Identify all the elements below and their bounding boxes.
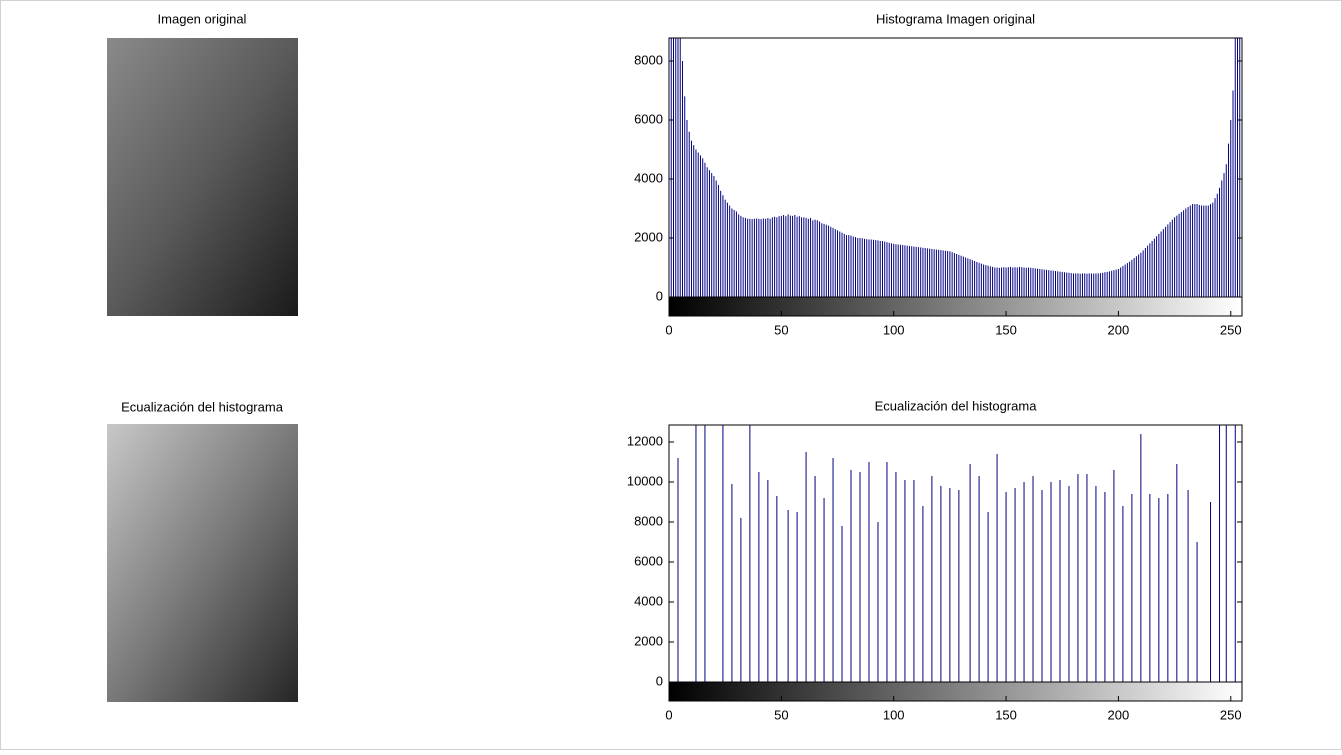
x-tick-label: 250 [1220, 707, 1242, 722]
y-tick-label: 6000 [634, 553, 663, 568]
x-tick-label: 50 [774, 322, 788, 337]
y-tick-label: 10000 [627, 473, 663, 488]
image-title: Imagen original [158, 11, 247, 26]
y-tick-label: 4000 [634, 170, 663, 185]
x-tick-label: 250 [1220, 322, 1242, 337]
y-tick-label: 12000 [627, 433, 663, 448]
photo [107, 38, 298, 316]
x-tick-label: 0 [665, 707, 672, 722]
photo [107, 424, 298, 702]
y-tick-label: 2000 [634, 633, 663, 648]
x-tick-label: 50 [774, 707, 788, 722]
chart-title: Histograma Imagen original [876, 11, 1035, 26]
chart-title: Ecualización del histograma [875, 398, 1038, 413]
x-tick-label: 100 [883, 322, 905, 337]
y-tick-label: 4000 [634, 593, 663, 608]
x-tick-label: 200 [1108, 322, 1130, 337]
colorbar [668, 681, 1243, 702]
y-tick-label: 2000 [634, 229, 663, 244]
plot-area [669, 38, 1242, 297]
colorbar [668, 296, 1243, 317]
x-tick-label: 0 [665, 322, 672, 337]
y-tick-label: 0 [656, 673, 663, 688]
image-title: Ecualización del histograma [121, 399, 284, 414]
plot-area [677, 425, 1236, 682]
x-tick-label: 150 [995, 707, 1017, 722]
y-tick-label: 6000 [634, 111, 663, 126]
y-tick-label: 8000 [634, 52, 663, 67]
x-tick-label: 150 [995, 322, 1017, 337]
y-tick-label: 8000 [634, 513, 663, 528]
y-tick-label: 0 [656, 288, 663, 303]
x-tick-label: 100 [883, 707, 905, 722]
x-tick-label: 200 [1108, 707, 1130, 722]
